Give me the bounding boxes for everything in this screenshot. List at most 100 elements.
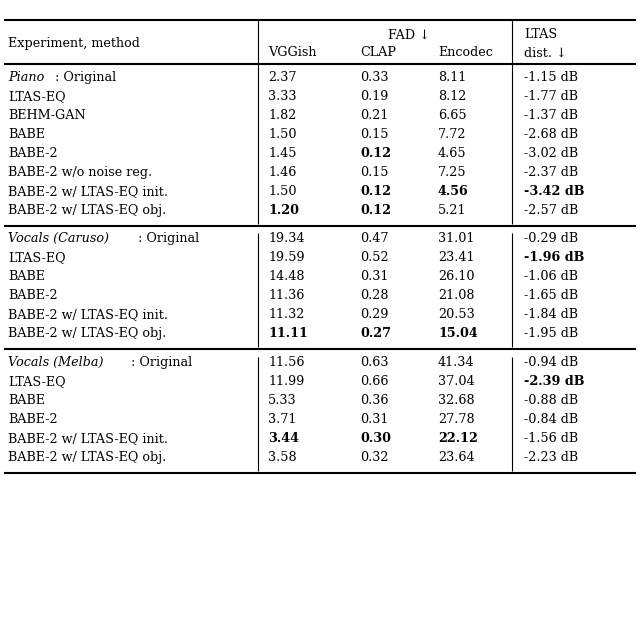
Text: BABE: BABE xyxy=(8,394,45,407)
Text: 0.32: 0.32 xyxy=(360,451,388,464)
Text: BABE-2 w/ LTAS-EQ init.: BABE-2 w/ LTAS-EQ init. xyxy=(8,185,168,198)
Text: 3.33: 3.33 xyxy=(268,90,296,103)
Text: 1.45: 1.45 xyxy=(268,147,296,160)
Text: : Original: : Original xyxy=(131,356,193,369)
Text: BABE-2: BABE-2 xyxy=(8,290,58,302)
Text: -2.68 dB: -2.68 dB xyxy=(524,128,578,141)
Text: 22.12: 22.12 xyxy=(438,432,478,445)
Text: 0.15: 0.15 xyxy=(360,166,388,179)
Text: 8.12: 8.12 xyxy=(438,90,467,103)
Text: 0.63: 0.63 xyxy=(360,356,388,369)
Text: BABE-2: BABE-2 xyxy=(8,147,58,160)
Text: BABE: BABE xyxy=(8,270,45,283)
Text: 0.12: 0.12 xyxy=(360,204,391,217)
Text: 1.46: 1.46 xyxy=(268,166,296,179)
Text: 0.66: 0.66 xyxy=(360,375,388,388)
Text: 3.71: 3.71 xyxy=(268,413,296,426)
Text: 0.15: 0.15 xyxy=(360,128,388,141)
Text: 19.59: 19.59 xyxy=(268,252,305,265)
Text: Vocals (Melba): Vocals (Melba) xyxy=(8,356,104,369)
Text: 0.21: 0.21 xyxy=(360,108,388,122)
Text: 20.53: 20.53 xyxy=(438,308,475,322)
Text: 0.12: 0.12 xyxy=(360,185,391,198)
Text: BABE-2 w/ LTAS-EQ obj.: BABE-2 w/ LTAS-EQ obj. xyxy=(8,204,166,217)
Text: BABE-2 w/ LTAS-EQ obj.: BABE-2 w/ LTAS-EQ obj. xyxy=(8,327,166,340)
Text: LTAS: LTAS xyxy=(524,28,557,42)
Text: 0.31: 0.31 xyxy=(360,270,388,283)
Text: 8.11: 8.11 xyxy=(438,71,467,84)
Text: 11.11: 11.11 xyxy=(268,327,308,340)
Text: 4.65: 4.65 xyxy=(438,147,467,160)
Text: 1.20: 1.20 xyxy=(268,204,299,217)
Text: : Original: : Original xyxy=(55,71,116,84)
Text: BABE: BABE xyxy=(8,128,45,141)
Text: 41.34: 41.34 xyxy=(438,356,474,369)
Text: 5.33: 5.33 xyxy=(268,394,296,407)
Text: 19.34: 19.34 xyxy=(268,232,305,245)
Text: Piano: Piano xyxy=(8,71,44,84)
Text: 11.32: 11.32 xyxy=(268,308,305,322)
Text: 3.58: 3.58 xyxy=(268,451,296,464)
Text: CLAP: CLAP xyxy=(360,46,396,60)
Text: -1.84 dB: -1.84 dB xyxy=(524,308,578,322)
Text: 1.82: 1.82 xyxy=(268,108,296,122)
Text: -1.77 dB: -1.77 dB xyxy=(524,90,578,103)
Text: 7.72: 7.72 xyxy=(438,128,467,141)
Text: Vocals (Caruso): Vocals (Caruso) xyxy=(8,232,109,245)
Text: 0.31: 0.31 xyxy=(360,413,388,426)
Text: 4.56: 4.56 xyxy=(438,185,468,198)
Text: 5.21: 5.21 xyxy=(438,204,467,217)
Text: dist. ↓: dist. ↓ xyxy=(524,46,566,60)
Text: BABE-2: BABE-2 xyxy=(8,413,58,426)
Text: LTAS-EQ: LTAS-EQ xyxy=(8,375,66,388)
Text: 23.41: 23.41 xyxy=(438,252,474,265)
Text: -1.95 dB: -1.95 dB xyxy=(524,327,578,340)
Text: Experiment, method: Experiment, method xyxy=(8,37,140,51)
Text: 0.47: 0.47 xyxy=(360,232,388,245)
Text: 1.50: 1.50 xyxy=(268,185,296,198)
Text: -1.06 dB: -1.06 dB xyxy=(524,270,578,283)
Text: -0.94 dB: -0.94 dB xyxy=(524,356,578,369)
Text: 14.48: 14.48 xyxy=(268,270,305,283)
Text: LTAS-EQ: LTAS-EQ xyxy=(8,252,66,265)
Text: 0.12: 0.12 xyxy=(360,147,391,160)
Text: Encodec: Encodec xyxy=(438,46,493,60)
Text: BABE-2 w/ LTAS-EQ obj.: BABE-2 w/ LTAS-EQ obj. xyxy=(8,451,166,464)
Text: 15.04: 15.04 xyxy=(438,327,477,340)
Text: 0.52: 0.52 xyxy=(360,252,388,265)
Text: 3.44: 3.44 xyxy=(268,432,299,445)
Text: BEHM-GAN: BEHM-GAN xyxy=(8,108,86,122)
Text: -1.15 dB: -1.15 dB xyxy=(524,71,578,84)
Text: BABE-2 w/ LTAS-EQ init.: BABE-2 w/ LTAS-EQ init. xyxy=(8,432,168,445)
Text: 0.36: 0.36 xyxy=(360,394,388,407)
Text: 0.30: 0.30 xyxy=(360,432,391,445)
Text: 31.01: 31.01 xyxy=(438,232,474,245)
Text: 26.10: 26.10 xyxy=(438,270,474,283)
Text: -2.57 dB: -2.57 dB xyxy=(524,204,579,217)
Text: 0.33: 0.33 xyxy=(360,71,388,84)
Text: 32.68: 32.68 xyxy=(438,394,475,407)
Text: FAD ↓: FAD ↓ xyxy=(388,28,430,42)
Text: 0.19: 0.19 xyxy=(360,90,388,103)
Text: -1.56 dB: -1.56 dB xyxy=(524,432,578,445)
Text: -1.37 dB: -1.37 dB xyxy=(524,108,578,122)
Text: -2.23 dB: -2.23 dB xyxy=(524,451,578,464)
Text: -0.84 dB: -0.84 dB xyxy=(524,413,578,426)
Text: BABE-2 w/o noise reg.: BABE-2 w/o noise reg. xyxy=(8,166,152,179)
Text: -2.39 dB: -2.39 dB xyxy=(524,375,584,388)
Text: -1.96 dB: -1.96 dB xyxy=(524,252,584,265)
Text: -2.37 dB: -2.37 dB xyxy=(524,166,578,179)
Text: 7.25: 7.25 xyxy=(438,166,467,179)
Text: -3.42 dB: -3.42 dB xyxy=(524,185,584,198)
Text: 0.27: 0.27 xyxy=(360,327,391,340)
Text: 21.08: 21.08 xyxy=(438,290,474,302)
Text: 2.37: 2.37 xyxy=(268,71,296,84)
Text: 6.65: 6.65 xyxy=(438,108,467,122)
Text: 37.04: 37.04 xyxy=(438,375,475,388)
Text: 11.36: 11.36 xyxy=(268,290,305,302)
Text: 1.50: 1.50 xyxy=(268,128,296,141)
Text: BABE-2 w/ LTAS-EQ init.: BABE-2 w/ LTAS-EQ init. xyxy=(8,308,168,322)
Text: -0.29 dB: -0.29 dB xyxy=(524,232,578,245)
Text: 0.28: 0.28 xyxy=(360,290,388,302)
Text: -0.88 dB: -0.88 dB xyxy=(524,394,578,407)
